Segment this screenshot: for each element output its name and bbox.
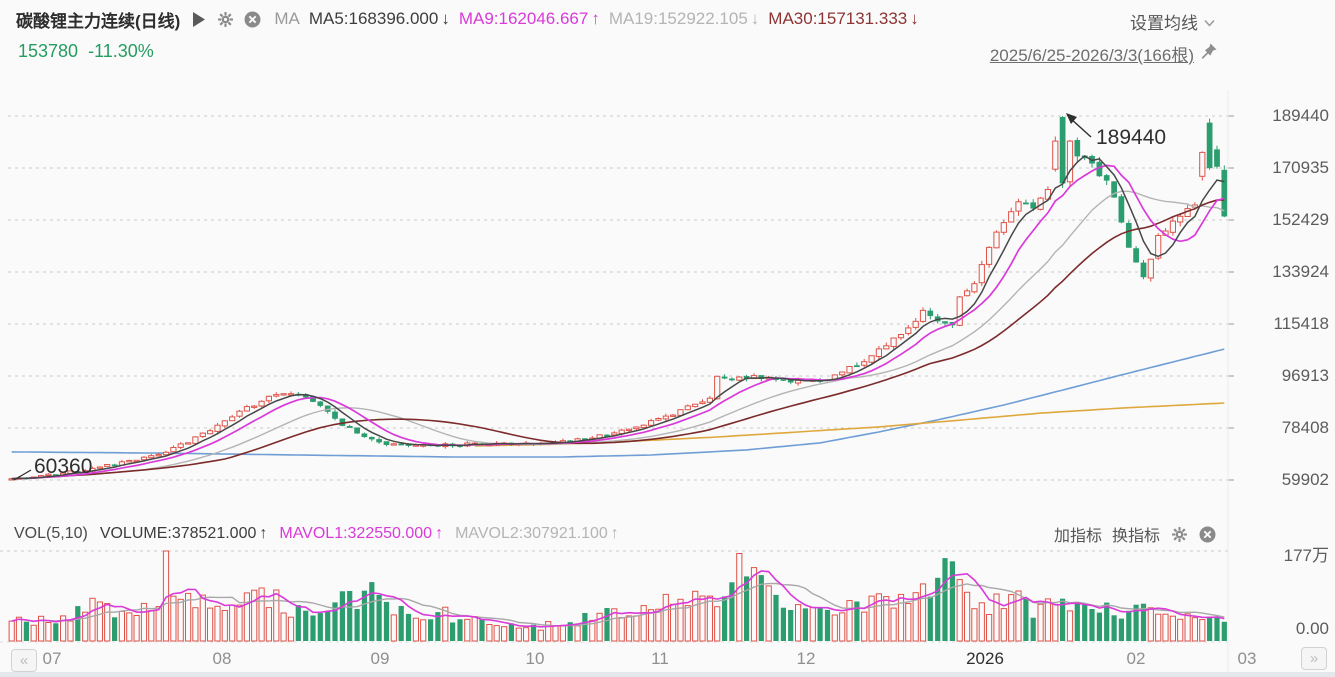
month-label: 2026 (966, 649, 1004, 668)
mavol2-value: MAVOL2:307921.100 (455, 525, 608, 542)
ma-settings-label: 设置均线 (1130, 14, 1198, 33)
change-percent: -11.30% (88, 40, 154, 61)
gear-icon[interactable] (216, 10, 234, 28)
close-icon[interactable] (243, 10, 261, 28)
volume-trend-arrow: ↑ (259, 525, 268, 542)
svg-text:60360: 60360 (34, 455, 92, 478)
volume-tick-label: 177万 (1283, 546, 1329, 565)
scroll-left-button[interactable]: « (11, 649, 37, 672)
price-tick-label: 189440 (1272, 106, 1329, 125)
add-indicator-button[interactable]: 加指标 (1053, 528, 1102, 545)
instrument-title: 碳酸锂主力连续(日线) (16, 11, 181, 31)
volume-tick-label: 0.00 (1295, 619, 1329, 638)
scroll-right-button[interactable]: » (1301, 647, 1327, 670)
date-range-link[interactable]: 2025/6/25-2026/3/3(166根) (990, 41, 1217, 66)
ma19-value: MA19:152922.105 (608, 9, 748, 28)
time-axis: 07 08 09 10 11 12 2026 02 03 (0, 646, 1335, 672)
mavol2-readout: MAVOL2:307921.100 ↑ (455, 525, 619, 543)
scrollbar[interactable] (0, 672, 1335, 677)
month-label: 09 (370, 649, 390, 668)
last-price: 153780 (18, 40, 79, 61)
price-readout: 153780 -11.30% (18, 39, 154, 63)
ma5-readout: MA5:168396.000 ↓ (309, 9, 450, 29)
ma30-readout: MA30:157131.333 ↓ (768, 9, 918, 29)
price-tick-label: 59902 (1281, 470, 1329, 489)
ma-settings-button[interactable]: 设置均线 (1130, 9, 1215, 34)
month-label: 08 (212, 649, 232, 668)
mavol2-trend-arrow: ↑ (610, 525, 619, 542)
vol-indicator-label: VOL(5,10) (14, 525, 88, 542)
volume-header: VOL(5,10) VOLUME:378521.000 ↑ MAVOL1:3225… (14, 521, 619, 547)
main-header: 碳酸锂主力连续(日线) MA MA5:168396.000 ↓ MA9:16204… (16, 7, 919, 31)
volume-tools: 加指标 换指标 (1054, 521, 1216, 547)
ma5-trend-arrow: ↓ (441, 9, 450, 28)
month-label: 07 (42, 649, 62, 668)
price-tick-label: 152429 (1272, 210, 1329, 229)
ma-group-label: MA (274, 9, 300, 28)
price-tick-label: 170935 (1272, 157, 1329, 177)
ma9-trend-arrow: ↑ (591, 9, 600, 28)
ma30-value: MA30:157131.333 (768, 9, 908, 28)
price-tick-label: 133924 (1272, 261, 1329, 281)
ma30-trend-arrow: ↓ (910, 9, 919, 28)
indicator-gear-icon[interactable] (1170, 525, 1188, 543)
pin-icon[interactable] (1201, 43, 1217, 64)
chevron-down-icon (1204, 12, 1215, 32)
month-label: 11 (651, 649, 669, 668)
indicator-close-icon[interactable] (1198, 525, 1216, 543)
svg-text:189440: 189440 (1096, 126, 1166, 149)
mavol1-readout: MAVOL1:322550.000 ↑ (279, 525, 443, 543)
ma19-readout: MA19:152922.105 ↓ (609, 9, 759, 29)
ma19-trend-arrow: ↓ (750, 9, 760, 28)
month-label: 02 (1126, 649, 1146, 668)
price-tick-label: 115418 (1273, 314, 1329, 333)
ma9-readout: MA9:162046.667 ↑ (459, 9, 600, 29)
ma9-value: MA9:162046.667 (458, 9, 589, 28)
switch-indicator-button[interactable]: 换指标 (1111, 528, 1160, 545)
volume-value: VOLUME:378521.000 (99, 525, 257, 542)
mavol1-value: MAVOL1:322550.000 (279, 525, 433, 542)
volume-readout: VOLUME:378521.000 ↑ (100, 525, 268, 543)
play-icon[interactable] (189, 10, 207, 28)
price-tick-label: 78408 (1281, 417, 1329, 437)
month-label: 12 (796, 649, 816, 668)
mavol1-trend-arrow: ↑ (435, 525, 444, 542)
month-label: 03 (1237, 649, 1257, 668)
date-range-text: 2025/6/25-2026/3/3(166根) (989, 46, 1194, 65)
ma5-value: MA5:168396.000 (308, 9, 439, 28)
month-label: 10 (525, 649, 545, 668)
price-tick-label: 96913 (1281, 365, 1329, 385)
